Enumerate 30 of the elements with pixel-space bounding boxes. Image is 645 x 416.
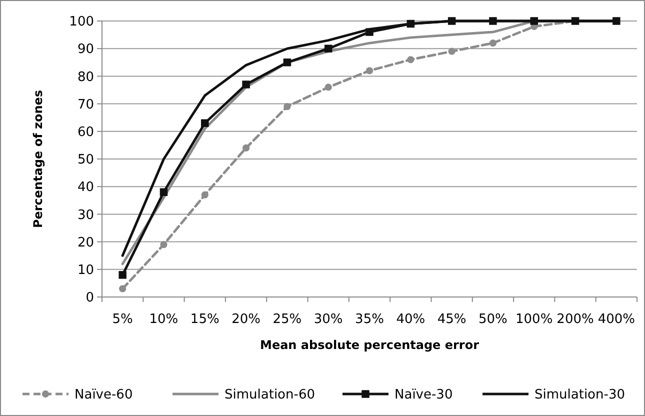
x-tick-label: 100% bbox=[516, 312, 553, 327]
y-tick-label: 60 bbox=[77, 124, 94, 140]
legend-label: Naïve-30 bbox=[394, 388, 453, 403]
y-axis-title: Percentage of zones bbox=[31, 90, 45, 228]
x-tick-label: 40% bbox=[396, 312, 426, 327]
y-tick-label: 90 bbox=[77, 42, 94, 58]
x-tick-label: 5% bbox=[112, 312, 133, 327]
y-tick-label: 30 bbox=[77, 208, 94, 223]
y-tick-label: 100 bbox=[69, 14, 94, 30]
x-tick-label: 20% bbox=[232, 312, 260, 327]
x-tick-label: 50% bbox=[478, 312, 508, 327]
x-tick-label: 200% bbox=[556, 312, 594, 327]
y-tick-label: 50 bbox=[77, 152, 94, 168]
y-tick-label: 40 bbox=[77, 180, 94, 196]
legend-label: Simulation-60 bbox=[224, 388, 315, 403]
x-tick-label: 10% bbox=[149, 312, 178, 327]
x-tick-label: 400% bbox=[598, 312, 636, 327]
x-tick-label: 30% bbox=[314, 312, 343, 327]
legend-label: Simulation-30 bbox=[534, 388, 625, 403]
y-tick-label: 80 bbox=[77, 70, 94, 85]
x-tick-label: 15% bbox=[190, 312, 220, 327]
x-tick-label: 45% bbox=[437, 312, 466, 327]
y-tick-label: 0 bbox=[86, 290, 94, 306]
y-tick-label: 10 bbox=[77, 262, 94, 278]
x-tick-label: 25% bbox=[272, 312, 302, 327]
x-axis-title: Mean absolute percentage error bbox=[260, 338, 480, 352]
legend-label: Naïve-60 bbox=[74, 388, 133, 403]
x-tick-label: 35% bbox=[355, 312, 384, 327]
y-tick-label: 20 bbox=[77, 235, 94, 250]
y-tick-label: 70 bbox=[77, 97, 94, 112]
